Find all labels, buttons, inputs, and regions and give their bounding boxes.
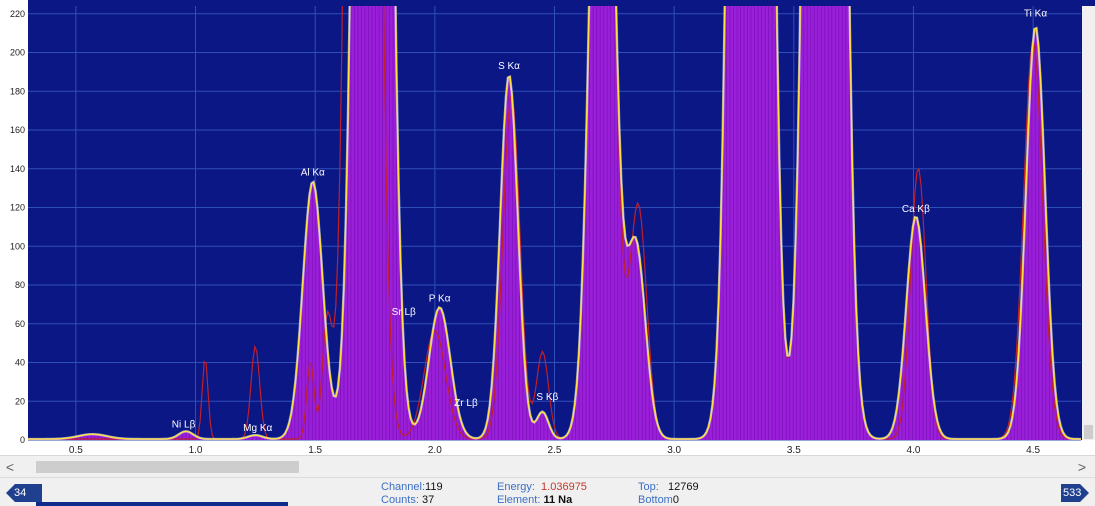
- range-end-button[interactable]: 533: [1061, 484, 1089, 502]
- y-tick-label: 60: [15, 319, 25, 329]
- bottom-value: 0: [672, 494, 679, 506]
- peak-label: Mg Kα: [243, 423, 272, 434]
- vertical-scroll-gutter: [1082, 6, 1095, 440]
- energy-value: 1.036975: [541, 481, 587, 493]
- scrollbar-thumb[interactable]: [36, 461, 299, 473]
- range-end-label: 533: [1063, 487, 1082, 499]
- element-readout: Element: 11 Na: [497, 494, 572, 506]
- spectrum-chart-svg[interactable]: 0 20 40 60 80 100 120 140 160 180 200 220 0.5 1.0 1.5 2…: [0, 0, 1095, 455]
- x-tick-label: 4.5: [1026, 445, 1040, 455]
- y-tick-label: 40: [15, 358, 25, 368]
- y-tick-label: 180: [10, 86, 25, 96]
- scroll-right-arrow-icon[interactable]: >: [1077, 459, 1087, 475]
- reference-spectrum-line: [28, 6, 1081, 440]
- peak-label: P Kα: [429, 293, 451, 304]
- status-bar: 34 Channel:119 Counts: 37 Energy: 1.0369…: [0, 477, 1095, 506]
- peak-label: Ti Kα: [1024, 9, 1047, 20]
- x-tick-label: 1.5: [308, 445, 322, 455]
- x-tick-label: 2.5: [548, 445, 562, 455]
- y-tick-label: 120: [10, 203, 25, 213]
- peak-label: S Kβ: [536, 392, 558, 403]
- y-tick-label: 100: [10, 241, 25, 251]
- y-tick-label: 200: [10, 48, 25, 58]
- y-tick-label: 160: [10, 125, 25, 135]
- peak-label: S Kα: [498, 61, 520, 72]
- x-tick-label: 1.0: [189, 445, 203, 455]
- x-tick-label: 4.0: [907, 445, 921, 455]
- top-readout: Top: 12769: [638, 481, 699, 493]
- energy-readout: Energy: 1.036975: [497, 481, 587, 493]
- peak-label: Al Kα: [301, 167, 325, 178]
- y-tick-label: 220: [10, 9, 25, 19]
- y-tick-label: 0: [20, 435, 25, 445]
- counts-label: Counts:: [381, 494, 419, 506]
- scroll-left-arrow-icon[interactable]: <: [5, 459, 15, 475]
- element-label: Element:: [497, 494, 541, 506]
- plot-background: [28, 0, 1095, 440]
- range-start-label: 34: [14, 487, 27, 499]
- counts-value: 37: [421, 494, 435, 506]
- peak-label: Ca Kβ: [902, 204, 930, 215]
- horizontal-scrollbar[interactable]: < >: [0, 455, 1095, 478]
- range-indicator: [36, 502, 288, 506]
- y-tick-label: 80: [15, 280, 25, 290]
- fit-line: [28, 6, 1081, 440]
- range-start-button[interactable]: 34: [6, 484, 42, 502]
- x-tick-label: 3.5: [787, 445, 801, 455]
- top-label: Top:: [638, 481, 659, 493]
- x-tick-label: 2.0: [428, 445, 442, 455]
- channel-readout: Channel:119: [381, 481, 443, 493]
- spectrum-layers: [28, 6, 1081, 440]
- top-value: 12769: [667, 481, 699, 493]
- bottom-readout: Bottom0: [638, 494, 679, 506]
- channel-value: 119: [425, 481, 443, 493]
- peak-label: Ni Lβ: [172, 419, 196, 430]
- peak-label: Zr Lβ: [454, 398, 478, 409]
- energy-label: Energy:: [497, 481, 535, 493]
- element-value: 11 Na: [543, 494, 573, 506]
- y-tick-label: 20: [15, 396, 25, 406]
- x-tick-label: 0.5: [69, 445, 83, 455]
- vertical-scroll-thumb: [1084, 425, 1093, 439]
- channel-label: Channel:: [381, 481, 426, 493]
- counts-readout: Counts: 37: [381, 494, 434, 506]
- spectrum-plot[interactable]: 0 20 40 60 80 100 120 140 160 180 200 220 0.5 1.0 1.5 2…: [0, 0, 1095, 455]
- bottom-label: Bottom: [638, 494, 673, 506]
- y-tick-label: 140: [10, 164, 25, 174]
- x-tick-label: 3.0: [667, 445, 681, 455]
- peak-label: Sr Lβ: [392, 307, 416, 318]
